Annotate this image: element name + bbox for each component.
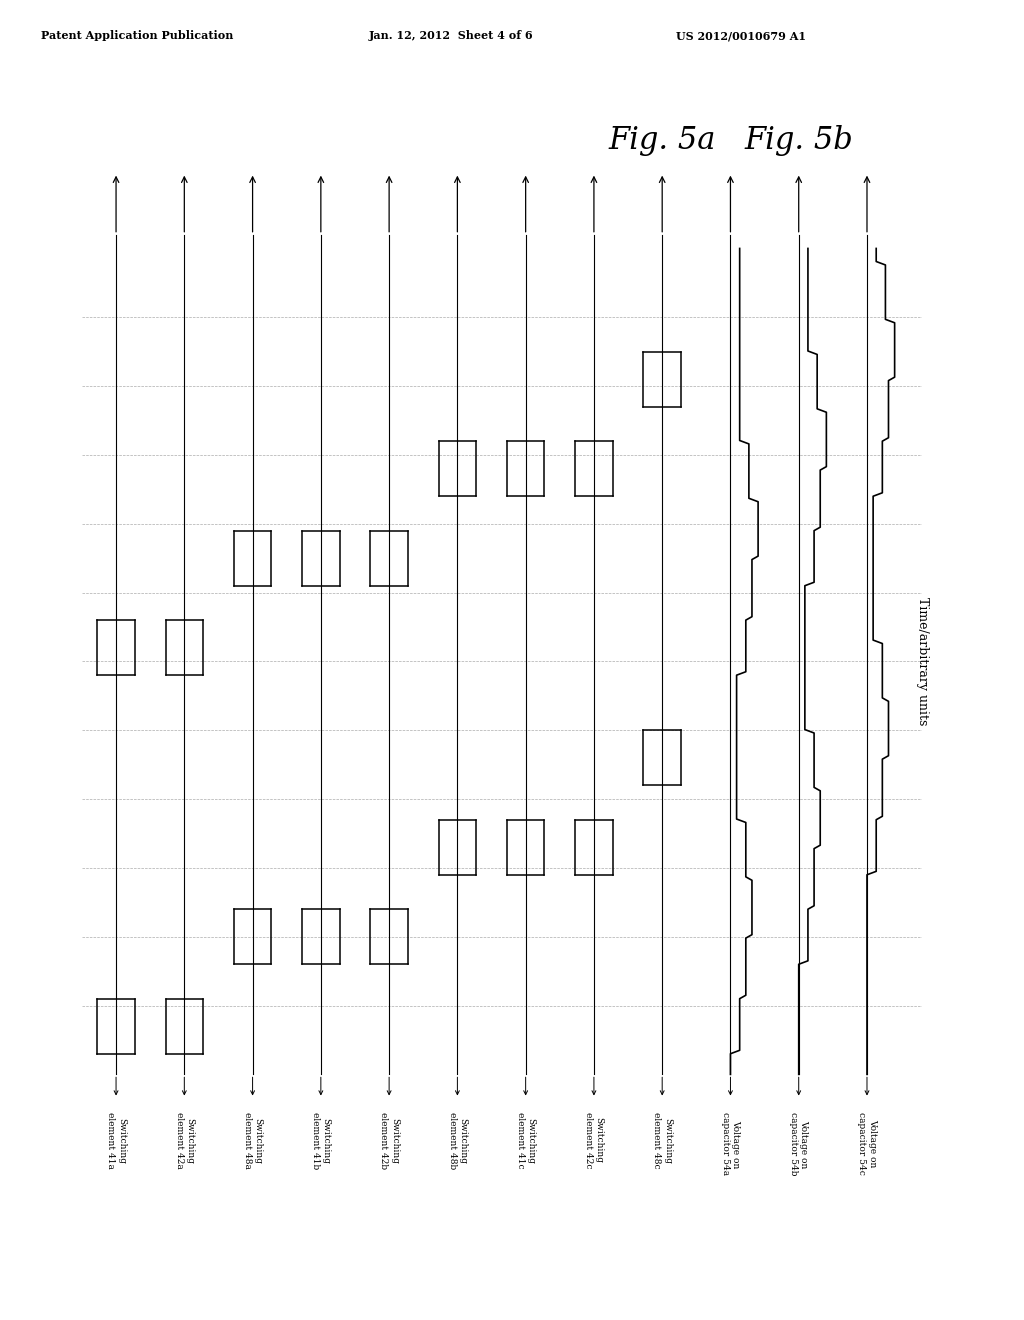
Text: Jan. 12, 2012  Sheet 4 of 6: Jan. 12, 2012 Sheet 4 of 6 — [369, 30, 534, 41]
Text: Switching
element 42c: Switching element 42c — [585, 1113, 603, 1168]
Text: Switching
element 42b: Switching element 42b — [380, 1113, 398, 1170]
Text: Fig. 5a: Fig. 5a — [608, 124, 716, 156]
Text: Switching
element 48b: Switching element 48b — [447, 1113, 467, 1170]
Text: Voltage on
capacitor 54a: Voltage on capacitor 54a — [721, 1113, 740, 1175]
Text: Switching
element 42a: Switching element 42a — [175, 1113, 194, 1170]
Text: Switching
element 41b: Switching element 41b — [311, 1113, 331, 1170]
Text: Time/arbitrary units: Time/arbitrary units — [916, 597, 929, 726]
Text: Switching
element 48a: Switching element 48a — [243, 1113, 262, 1170]
Text: Switching
element 48c: Switching element 48c — [652, 1113, 672, 1170]
Text: US 2012/0010679 A1: US 2012/0010679 A1 — [676, 30, 806, 41]
Text: Voltage on
capacitor 54c: Voltage on capacitor 54c — [857, 1113, 877, 1175]
Text: Fig. 5b: Fig. 5b — [744, 124, 853, 156]
Text: Switching
element 41a: Switching element 41a — [106, 1113, 126, 1170]
Text: Switching
element 41c: Switching element 41c — [516, 1113, 536, 1170]
Text: Voltage on
capacitor 54b: Voltage on capacitor 54b — [790, 1113, 808, 1176]
Text: Patent Application Publication: Patent Application Publication — [41, 30, 233, 41]
